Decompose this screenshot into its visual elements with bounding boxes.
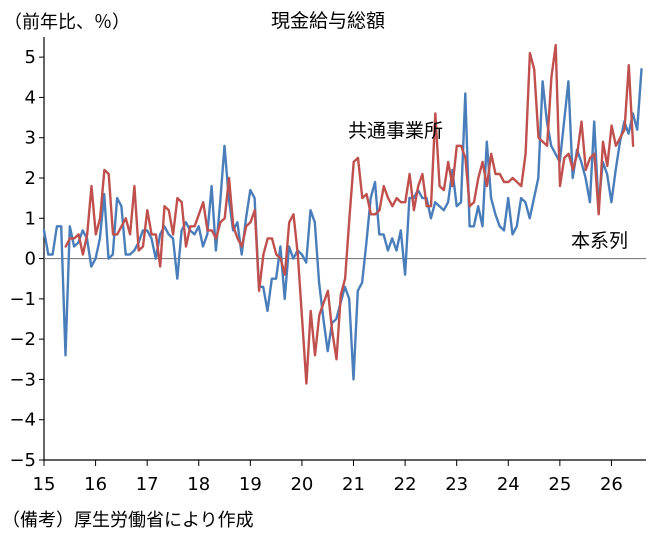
x-tick-label-10: 25 (548, 474, 571, 495)
x-tick-label-3: 18 (187, 474, 210, 495)
y-tick-label-6: 1 (25, 208, 36, 229)
y-tick-label-10: 5 (25, 47, 36, 68)
series-line-1 (64, 43, 635, 385)
x-tick-label-1: 16 (84, 474, 107, 495)
y-tick-label-7: 2 (25, 168, 36, 189)
y-tick-label-0: −5 (9, 450, 36, 471)
source-note: （備考）厚生労働省により作成 (2, 510, 254, 531)
series-label-kyotsu-jigyosho: 共通事業所 (348, 120, 444, 142)
y-tick-label-1: −4 (9, 410, 36, 431)
y-tick-label-2: −3 (9, 369, 36, 390)
x-tick-label-7: 22 (394, 474, 417, 495)
series-line-0 (42, 67, 643, 381)
y-tick-label-4: −1 (9, 289, 36, 310)
chart-title: 現金給与総額 (270, 10, 385, 32)
series-label-honkeiretsu: 本系列 (571, 230, 629, 252)
x-tick-label-4: 19 (239, 474, 262, 495)
y-tick-label-8: 3 (25, 128, 36, 149)
x-tick-label-8: 23 (445, 474, 468, 495)
x-tick-label-2: 17 (136, 474, 159, 495)
x-tick-label-9: 24 (497, 474, 520, 495)
x-tick-label-5: 20 (290, 474, 313, 495)
y-tick-label-9: 4 (25, 87, 36, 108)
x-tick-label-6: 21 (342, 474, 365, 495)
y-tick-label-3: −2 (9, 329, 36, 350)
x-tick-label-0: 15 (33, 474, 56, 495)
x-tick-label-11: 26 (600, 474, 623, 495)
y-tick-label-5: 0 (25, 249, 36, 270)
y-unit-label: （前年比、％） (4, 12, 130, 33)
